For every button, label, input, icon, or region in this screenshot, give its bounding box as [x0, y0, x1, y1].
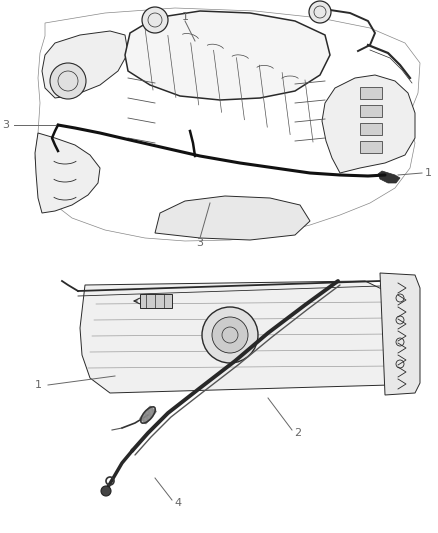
Polygon shape: [380, 273, 420, 395]
Polygon shape: [35, 133, 100, 213]
Text: 4: 4: [174, 498, 182, 508]
Text: 1: 1: [35, 380, 42, 390]
Text: 2: 2: [294, 428, 301, 438]
Bar: [360, 87, 382, 99]
Circle shape: [309, 1, 331, 23]
Polygon shape: [80, 281, 405, 393]
Bar: [360, 123, 382, 135]
Text: 1: 1: [424, 168, 431, 178]
Text: 3: 3: [3, 120, 10, 130]
FancyBboxPatch shape: [140, 294, 172, 308]
Circle shape: [50, 63, 86, 99]
Polygon shape: [42, 31, 128, 98]
Polygon shape: [322, 75, 415, 173]
Text: 3: 3: [197, 238, 204, 248]
Bar: [360, 105, 382, 117]
Circle shape: [101, 486, 111, 496]
Text: 1: 1: [181, 12, 188, 22]
Bar: [360, 141, 382, 153]
Polygon shape: [155, 196, 310, 240]
Circle shape: [212, 317, 248, 353]
Circle shape: [142, 7, 168, 33]
Polygon shape: [378, 171, 400, 183]
Circle shape: [202, 307, 258, 363]
Polygon shape: [125, 11, 330, 100]
